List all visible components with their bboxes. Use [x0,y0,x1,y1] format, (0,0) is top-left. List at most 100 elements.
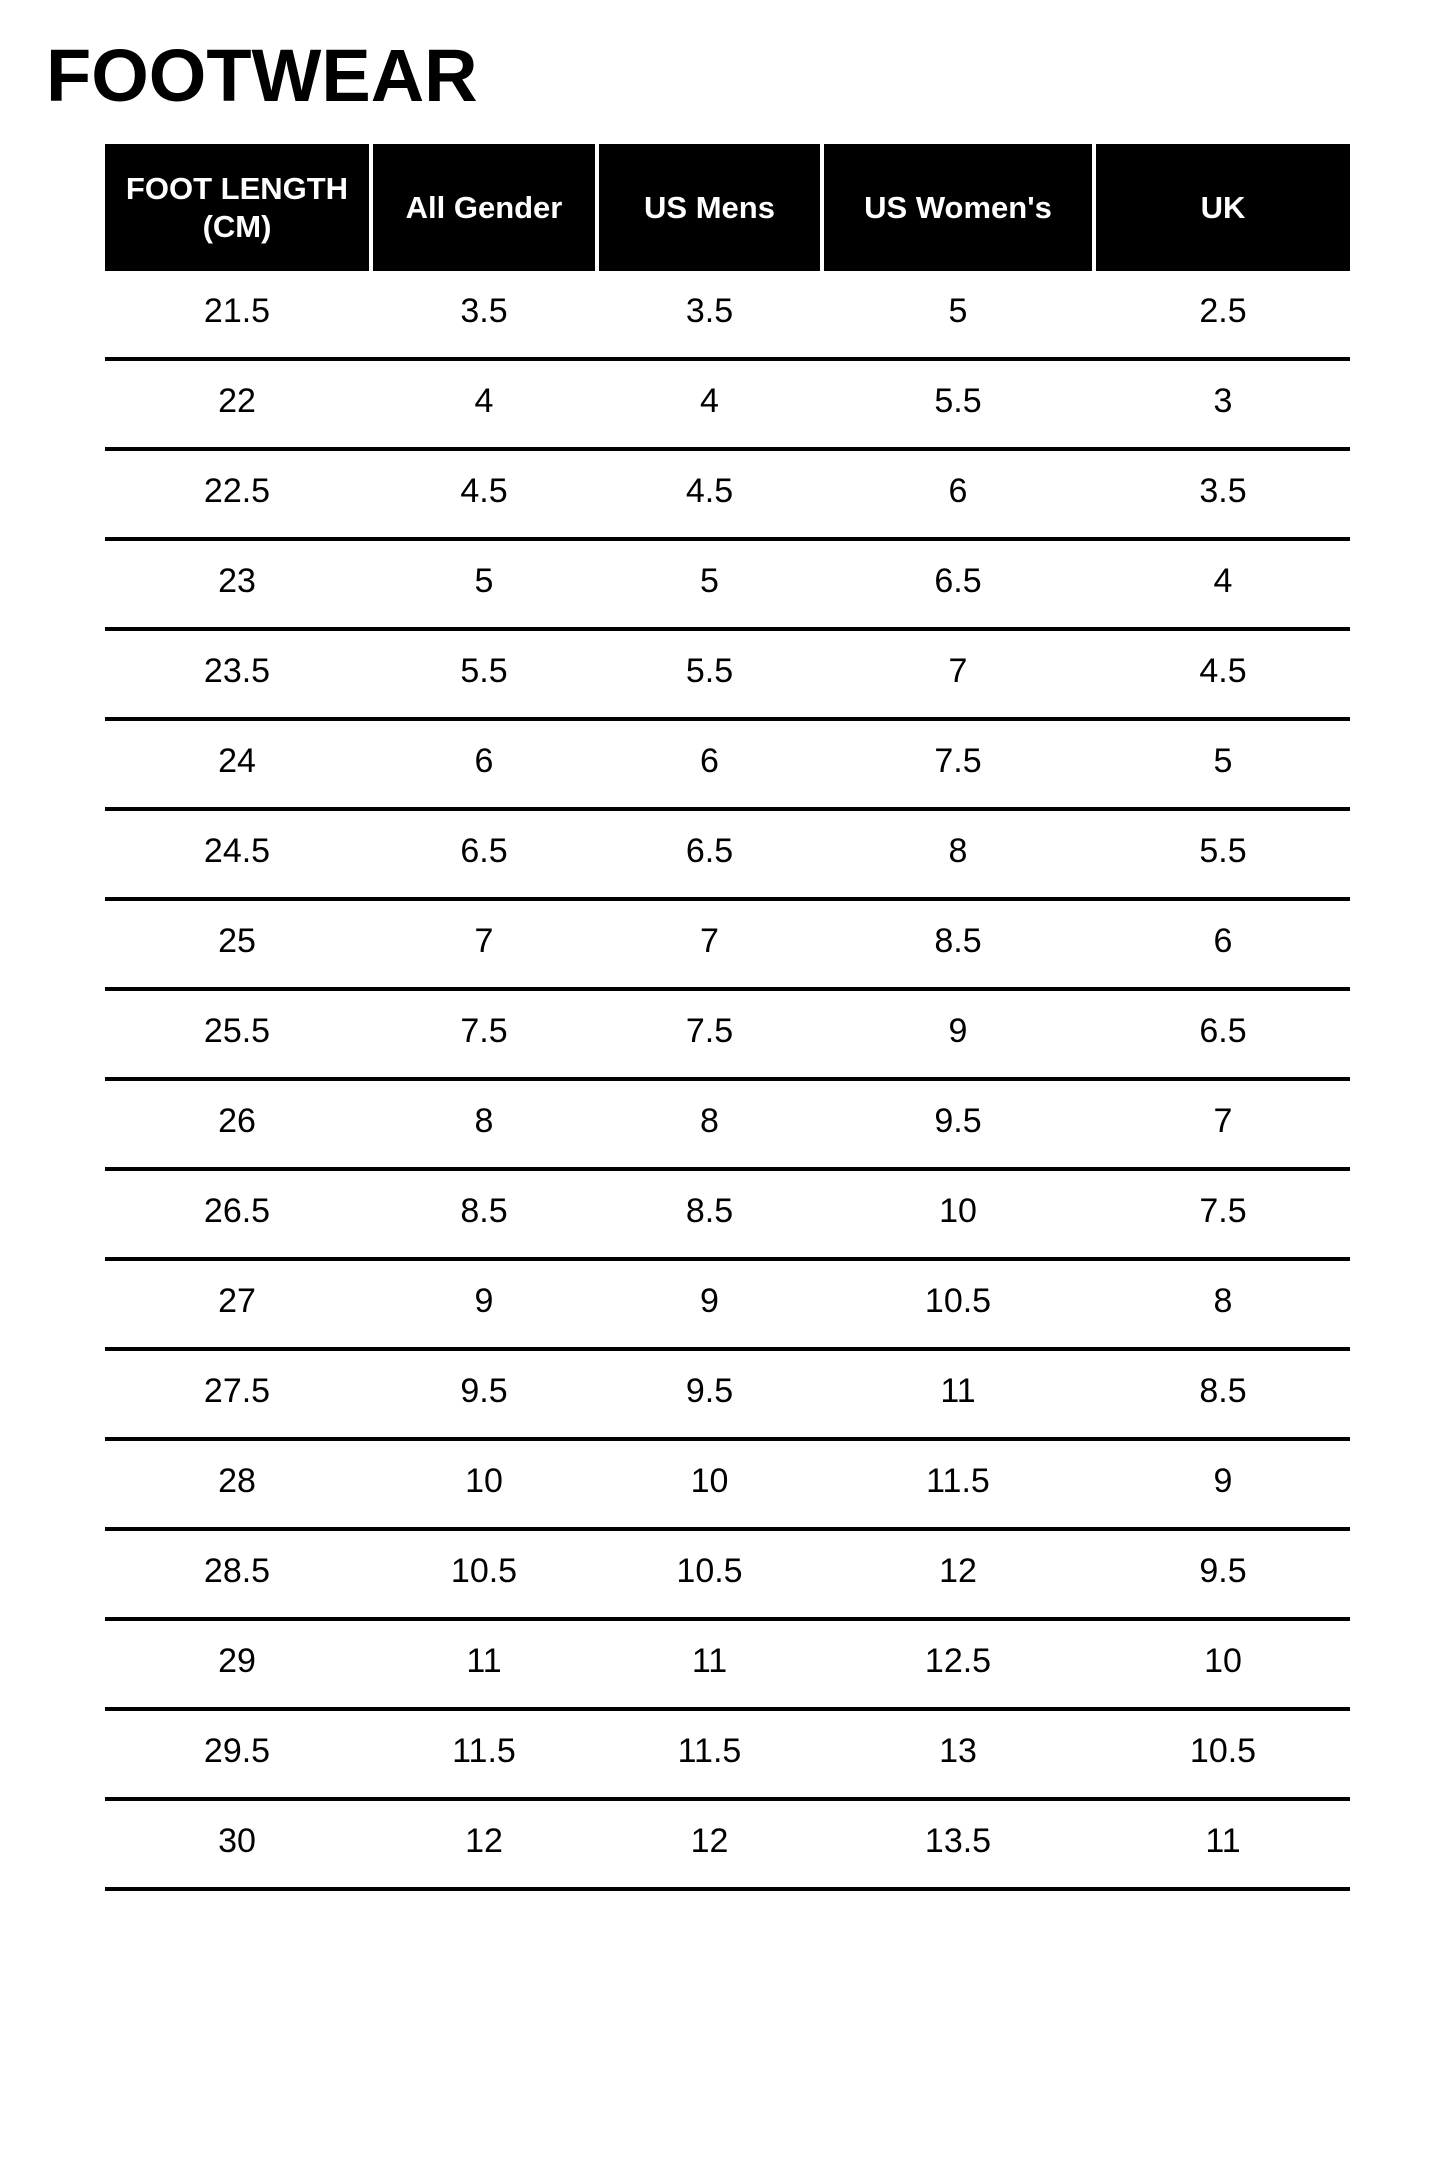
table-row: 29.5 11.5 11.5 13 10.5 [105,1711,1350,1801]
cell-all-gender: 4.5 [460,471,508,510]
table-row: 22 4 4 5.5 3 [105,361,1350,451]
cell-us-mens: 9 [700,1281,719,1320]
cell-us-womens: 11 [940,1371,976,1410]
cell-us-womens: 5 [948,291,968,330]
cell-us-womens: 8.5 [934,921,982,960]
cell-us-womens: 6 [948,471,968,510]
cell-uk: 3 [1213,381,1233,420]
cell-us-womens: 9.5 [934,1101,982,1140]
cell-us-womens: 9 [948,1011,968,1050]
cell-all-gender: 10.5 [450,1551,518,1590]
cell-foot-length-cm: 28.5 [203,1551,271,1590]
cell-all-gender: 10 [465,1461,503,1500]
cell-uk: 7 [1213,1101,1233,1140]
page-title: FOOTWEAR [46,34,478,117]
cell-us-mens: 6 [700,741,719,780]
cell-all-gender: 11.5 [452,1731,516,1770]
cell-foot-length-cm: 21.5 [203,291,271,330]
table-row: 25 7 7 8.5 6 [105,901,1350,991]
cell-all-gender: 8 [474,1101,494,1140]
cell-all-gender: 5.5 [460,651,508,690]
cell-foot-length-cm: 26 [218,1101,256,1140]
cell-uk: 9 [1213,1461,1233,1500]
cell-uk: 7.5 [1199,1191,1247,1230]
table-row: 22.5 4.5 4.5 6 3.5 [105,451,1350,541]
cell-us-mens: 3.5 [685,291,734,330]
cell-uk: 11 [1205,1821,1241,1860]
cell-uk: 6 [1213,921,1233,960]
cell-foot-length-cm: 27 [218,1281,256,1320]
table-row: 23.5 5.5 5.5 7 4.5 [105,631,1350,721]
cell-us-mens: 11 [691,1641,728,1680]
cell-uk: 10.5 [1189,1731,1257,1770]
cell-foot-length-cm: 30 [218,1821,256,1860]
cell-us-mens: 10.5 [676,1551,743,1590]
cell-all-gender: 8.5 [460,1191,508,1230]
cell-us-womens: 6.5 [934,561,982,600]
cell-us-mens: 7 [700,921,719,960]
cell-all-gender: 5 [474,561,494,600]
cell-all-gender: 7.5 [460,1011,508,1050]
cell-us-womens: 8 [948,831,968,870]
table-row: 27 9 9 10.5 8 [105,1261,1350,1351]
cell-us-mens: 8.5 [685,1191,734,1230]
cell-foot-length-cm: 29 [218,1641,256,1680]
cell-all-gender: 3.5 [460,291,508,330]
cell-uk: 4 [1213,561,1233,600]
column-header-us-womens: US Women's [824,144,1092,271]
table-row: 27.5 9.5 9.5 11 8.5 [105,1351,1350,1441]
table-row: 26.5 8.5 8.5 10 7.5 [105,1171,1350,1261]
table-row: 25.5 7.5 7.5 9 6.5 [105,991,1350,1081]
table-row: 24 6 6 7.5 5 [105,721,1350,811]
cell-foot-length-cm: 22.5 [203,471,271,510]
cell-all-gender: 6.5 [460,831,508,870]
cell-uk: 9.5 [1199,1551,1247,1590]
cell-uk: 4.5 [1199,651,1247,690]
cell-us-mens: 11.5 [677,1731,742,1770]
cell-us-mens: 12 [690,1821,729,1860]
cell-us-mens: 4 [700,381,719,420]
cell-uk: 8.5 [1199,1371,1247,1410]
cell-all-gender: 12 [465,1821,503,1860]
cell-us-womens: 11.5 [926,1461,990,1500]
table-body: 21.5 3.5 3.5 5 2.5 22 4 4 5.5 3 22.5 4.5… [105,271,1350,1891]
cell-foot-length-cm: 24.5 [203,831,271,870]
cell-uk: 3.5 [1199,471,1247,510]
table-row: 26 8 8 9.5 7 [105,1081,1350,1171]
table-row: 23 5 5 6.5 4 [105,541,1350,631]
cell-us-womens: 10 [939,1191,977,1230]
cell-us-mens: 4.5 [685,471,734,510]
cell-foot-length-cm: 23 [218,561,256,600]
cell-us-mens: 5.5 [685,651,734,690]
cell-us-womens: 7 [948,651,968,690]
cell-us-mens: 9.5 [685,1371,734,1410]
cell-uk: 10 [1204,1641,1242,1680]
cell-all-gender: 11 [466,1641,502,1680]
table-row: 30 12 12 13.5 11 [105,1801,1350,1891]
column-header-foot-length-cm: FOOT LENGTH (CM) [105,144,369,271]
cell-all-gender: 9 [474,1281,494,1320]
footwear-size-table: FOOT LENGTH (CM) All Gender US Mens US W… [105,144,1350,1891]
table-row: 21.5 3.5 3.5 5 2.5 [105,271,1350,361]
cell-us-womens: 13.5 [924,1821,992,1860]
table-header-row: FOOT LENGTH (CM) All Gender US Mens US W… [105,144,1350,271]
cell-uk: 5.5 [1199,831,1247,870]
cell-all-gender: 6 [474,741,494,780]
column-header-all-gender: All Gender [373,144,595,271]
column-header-us-mens: US Mens [599,144,820,271]
cell-us-mens: 10 [690,1461,729,1500]
cell-all-gender: 4 [474,381,494,420]
cell-uk: 6.5 [1199,1011,1247,1050]
table-row: 28 10 10 11.5 9 [105,1441,1350,1531]
cell-us-womens: 5.5 [934,381,982,420]
cell-foot-length-cm: 28 [218,1461,256,1500]
cell-us-womens: 12.5 [924,1641,992,1680]
cell-us-womens: 7.5 [934,741,982,780]
cell-us-mens: 6.5 [685,831,734,870]
cell-foot-length-cm: 25 [218,921,256,960]
table-row: 28.5 10.5 10.5 12 9.5 [105,1531,1350,1621]
cell-foot-length-cm: 29.5 [203,1731,271,1770]
cell-all-gender: 7 [474,921,494,960]
cell-foot-length-cm: 27.5 [203,1371,271,1410]
